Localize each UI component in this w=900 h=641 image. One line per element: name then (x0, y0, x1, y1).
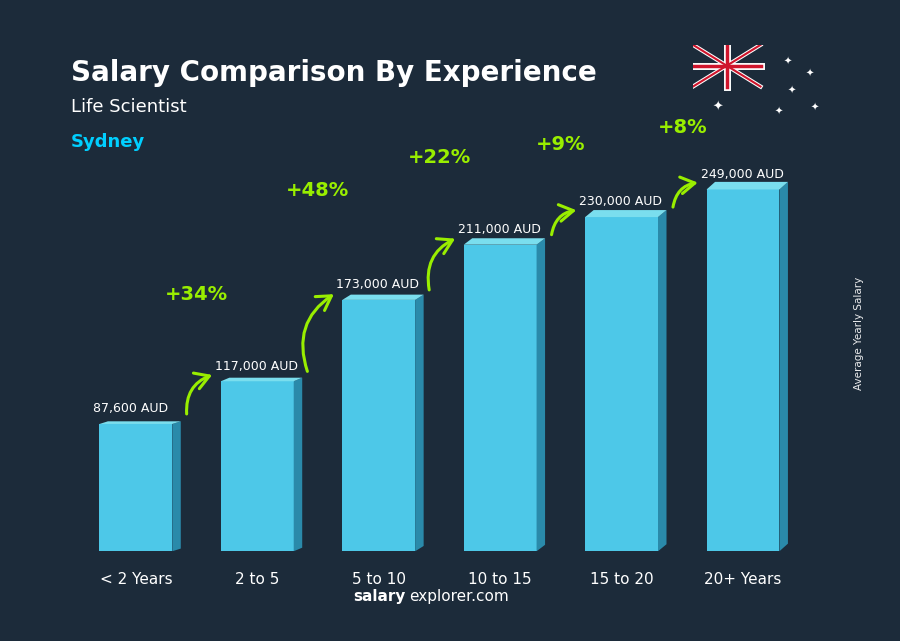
Polygon shape (172, 421, 181, 551)
Text: +48%: +48% (286, 181, 349, 201)
Text: < 2 Years: < 2 Years (100, 572, 172, 587)
Text: 2 to 5: 2 to 5 (235, 572, 280, 587)
Text: Salary Comparison By Experience: Salary Comparison By Experience (70, 59, 597, 87)
Text: 117,000 AUD: 117,000 AUD (215, 360, 298, 372)
Polygon shape (293, 378, 302, 551)
Text: 87,600 AUD: 87,600 AUD (94, 403, 168, 415)
Polygon shape (464, 238, 545, 245)
Text: ✦: ✦ (774, 106, 783, 117)
Polygon shape (99, 421, 181, 424)
Bar (220, 381, 293, 551)
Text: 249,000 AUD: 249,000 AUD (700, 168, 783, 181)
Text: 15 to 20: 15 to 20 (590, 572, 653, 587)
Text: salary: salary (354, 588, 406, 604)
Polygon shape (585, 210, 667, 217)
FancyArrowPatch shape (673, 177, 695, 207)
Text: Average Yearly Salary: Average Yearly Salary (853, 277, 864, 390)
Text: 230,000 AUD: 230,000 AUD (579, 196, 662, 208)
Text: ✦: ✦ (713, 101, 723, 114)
Text: ✦: ✦ (810, 103, 819, 112)
FancyArrowPatch shape (552, 204, 573, 235)
Text: explorer.com: explorer.com (409, 588, 508, 604)
Text: Life Scientist: Life Scientist (70, 98, 186, 116)
Text: 173,000 AUD: 173,000 AUD (337, 278, 419, 291)
Text: 211,000 AUD: 211,000 AUD (457, 223, 541, 236)
Text: 10 to 15: 10 to 15 (468, 572, 532, 587)
Bar (585, 217, 658, 551)
FancyArrowPatch shape (186, 373, 210, 414)
Text: +34%: +34% (165, 285, 228, 304)
Polygon shape (220, 378, 302, 381)
Polygon shape (779, 182, 788, 551)
Text: +22%: +22% (408, 148, 471, 167)
Polygon shape (706, 182, 788, 190)
Text: 20+ Years: 20+ Years (705, 572, 782, 587)
Polygon shape (658, 210, 667, 551)
Polygon shape (536, 238, 545, 551)
FancyArrowPatch shape (428, 238, 453, 290)
Text: +8%: +8% (658, 117, 707, 137)
Text: Sydney: Sydney (70, 133, 145, 151)
Text: 5 to 10: 5 to 10 (352, 572, 406, 587)
Text: +9%: +9% (536, 135, 586, 154)
Text: ✦: ✦ (783, 56, 792, 67)
Text: ✦: ✦ (788, 86, 796, 96)
Text: ✦: ✦ (806, 69, 814, 79)
Bar (342, 300, 415, 551)
Bar (464, 245, 536, 551)
Bar (99, 424, 172, 551)
Polygon shape (342, 295, 424, 300)
FancyArrowPatch shape (302, 296, 331, 371)
Bar (706, 190, 779, 551)
Polygon shape (415, 295, 424, 551)
